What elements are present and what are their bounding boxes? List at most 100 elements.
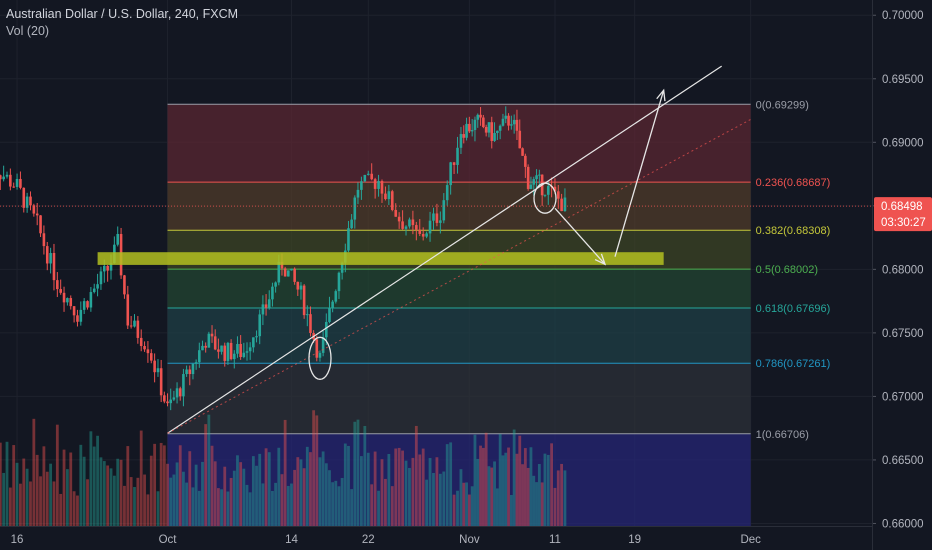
price-axis[interactable]: 0.700000.695000.690000.685000.680000.675…: [872, 0, 924, 550]
volume-bar: [116, 458, 120, 526]
candle-body: [5, 174, 9, 177]
drawings[interactable]: [97, 65, 751, 434]
volume-bar: [479, 445, 482, 526]
volume-bar: [210, 445, 214, 526]
volume-bar: [498, 433, 502, 526]
candle-body: [347, 228, 350, 251]
candle-body: [363, 174, 367, 182]
volume-bar: [556, 470, 560, 526]
volume-bar: [146, 494, 150, 526]
candle-body: [546, 185, 550, 195]
candle-body: [136, 320, 140, 338]
candle-body: [328, 308, 331, 322]
volume-bar: [356, 419, 360, 526]
candle-body: [538, 174, 541, 176]
volume-bar: [504, 452, 508, 526]
volume-bar: [442, 471, 446, 526]
candle-body: [484, 127, 488, 133]
candle-body: [397, 216, 401, 222]
volume-bar: [106, 465, 110, 526]
candle-body: [96, 284, 99, 289]
candle-body: [526, 166, 530, 189]
candle-body: [264, 304, 268, 308]
volume-bar: [109, 468, 113, 526]
volume-bar: [248, 492, 252, 526]
candle-body: [442, 200, 446, 221]
candle-body: [501, 118, 505, 126]
volume-bar: [0, 442, 2, 526]
candle-body: [334, 291, 338, 302]
volume-bar: [481, 447, 485, 526]
candle-body: [507, 115, 510, 126]
candle-body: [518, 130, 522, 149]
candle-body: [459, 134, 463, 148]
price-tick-label: 0.66500: [882, 455, 924, 467]
volume-bar: [112, 475, 116, 526]
volume-bar: [462, 482, 466, 526]
fib-zone: [167, 269, 751, 308]
volume-bar: [126, 446, 130, 526]
candle-body: [82, 301, 86, 310]
candle-body: [380, 181, 384, 194]
candle-body: [198, 350, 201, 363]
volume-bar: [236, 455, 239, 526]
candle-body: [106, 265, 109, 271]
candle-body: [479, 114, 482, 118]
volume-indicator-label[interactable]: Vol (20): [6, 24, 50, 38]
candle-body: [408, 219, 411, 227]
candle-body: [223, 345, 227, 361]
price-tick-label: 0.69000: [882, 137, 924, 149]
candle-body: [553, 186, 557, 192]
volume-bar: [315, 415, 319, 526]
volume-bar: [359, 456, 363, 526]
candle-body: [428, 220, 432, 234]
candle-body: [156, 368, 160, 373]
candle-body: [25, 196, 29, 208]
candle-body: [340, 262, 344, 273]
volume-bar: [45, 471, 49, 526]
volume-bar: [343, 443, 347, 526]
candle-body: [255, 336, 258, 338]
candle-body: [449, 162, 452, 186]
candle-body: [69, 298, 73, 307]
candle-body: [29, 196, 32, 206]
volume-bar: [96, 435, 99, 526]
candle-body: [76, 315, 79, 322]
volume-bar: [363, 425, 367, 526]
symbol-title[interactable]: Australian Dollar / U.S. Dollar, 240, FX…: [6, 7, 239, 21]
fib-zone: [167, 363, 751, 434]
candle-body: [185, 369, 188, 375]
volume-bar: [194, 464, 198, 526]
volume-bar: [35, 454, 39, 526]
volume-bar: [245, 484, 249, 526]
volume-bar: [139, 430, 143, 526]
volume-bar: [92, 446, 96, 526]
volume-bar: [470, 486, 474, 526]
candle-body: [387, 191, 391, 200]
candle-body: [102, 265, 106, 272]
volume-bar: [299, 459, 303, 526]
candle-body: [62, 292, 66, 303]
current-price-tag: [874, 197, 932, 232]
time-tick-label: 22: [362, 534, 375, 546]
candle-body: [139, 337, 143, 347]
candle-body: [512, 119, 516, 125]
candle-body: [133, 320, 136, 327]
candle-body: [163, 395, 166, 402]
volume-bar: [331, 482, 335, 526]
time-axis[interactable]: 16 Oct 14 22 Nov 11 19 Dec: [0, 526, 872, 547]
candle-body: [258, 314, 262, 337]
volume-bar: [32, 418, 36, 526]
volume-bar: [229, 477, 233, 526]
candle-body: [92, 288, 96, 293]
candle-body: [515, 119, 519, 131]
volume-bar: [404, 460, 408, 526]
volume-bar: [550, 443, 554, 526]
candle-body: [394, 209, 398, 217]
volume-bar: [490, 467, 494, 526]
candle-body: [267, 299, 271, 308]
candle-body: [465, 123, 468, 138]
volume-bar: [271, 490, 274, 526]
volume-bar: [302, 468, 306, 526]
